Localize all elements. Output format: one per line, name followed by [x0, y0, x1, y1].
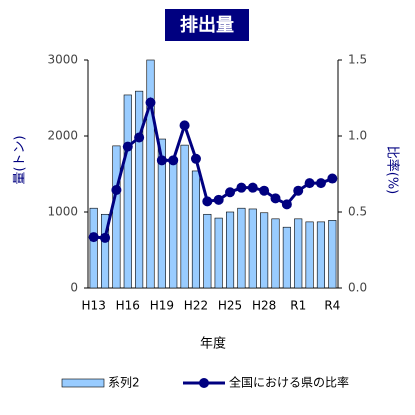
y2-tick-label: 0.0: [348, 281, 367, 295]
legend-label: 系列2: [108, 376, 140, 390]
marker: [156, 155, 167, 166]
y-tick-label: 1000: [47, 205, 78, 219]
marker: [281, 199, 292, 210]
bar: [305, 221, 314, 289]
title-box: [165, 9, 249, 41]
marker: [315, 178, 326, 189]
y2-tick-label: 1.5: [348, 53, 367, 67]
y-tick-label: 0: [70, 281, 78, 295]
marker: [122, 141, 133, 152]
marker: [88, 232, 99, 243]
bar: [100, 213, 110, 289]
marker: [145, 97, 156, 108]
x-tick-label: R1: [290, 299, 306, 313]
line: [93, 96, 333, 240]
marker: [111, 184, 122, 195]
bar: [260, 212, 269, 289]
bar: [191, 170, 201, 289]
legend-swatch: [61, 378, 105, 388]
x-axis-label: 年度: [200, 336, 226, 352]
bar: [146, 59, 155, 289]
bar: [203, 213, 212, 289]
bar: [89, 207, 98, 289]
x-tick-label: H22: [184, 299, 208, 313]
bar: [271, 218, 280, 289]
marker: [327, 173, 338, 184]
x-tick-label: H28: [252, 299, 276, 313]
bar: [123, 94, 132, 289]
x-tick-label: H25: [218, 299, 242, 313]
x-tick-label: H19: [150, 299, 174, 313]
bar: [214, 217, 223, 289]
y2-axis-label: 比率(%): [385, 146, 401, 195]
x-tick-label: R4: [324, 299, 340, 313]
x-tick-label: H13: [82, 299, 106, 313]
chart-title: 排出量: [180, 14, 234, 36]
bar: [328, 220, 337, 289]
bar: [282, 226, 291, 289]
marker: [247, 182, 258, 193]
marker: [190, 153, 201, 164]
marker: [225, 187, 236, 198]
marker: [259, 185, 270, 196]
bar: [135, 90, 144, 289]
y-tick-label: 3000: [47, 53, 78, 67]
marker: [202, 196, 213, 207]
bar: [112, 145, 121, 289]
marker: [236, 182, 247, 193]
bar: [248, 208, 257, 289]
marker: [179, 120, 190, 131]
bar: [316, 221, 326, 289]
marker: [168, 155, 179, 166]
marker: [270, 193, 281, 204]
y-tick-label: 2000: [47, 129, 78, 143]
bar: [294, 218, 303, 289]
y-axis-label: 量(トン): [13, 135, 28, 184]
bar: [157, 138, 166, 289]
y2-tick-label: 0.5: [348, 205, 367, 219]
marker: [304, 178, 315, 189]
bar: [180, 144, 189, 289]
legend-label: 全国における県の比率: [229, 375, 349, 390]
x-tick-label: H16: [116, 299, 140, 313]
marker: [293, 185, 304, 196]
marker: [213, 194, 224, 205]
marker: [100, 232, 111, 243]
bar: [225, 211, 235, 289]
y2-tick-label: 1.0: [348, 129, 367, 143]
legend-marker: [199, 378, 209, 388]
bar: [169, 157, 178, 289]
bar: [237, 207, 246, 289]
marker: [134, 132, 145, 143]
